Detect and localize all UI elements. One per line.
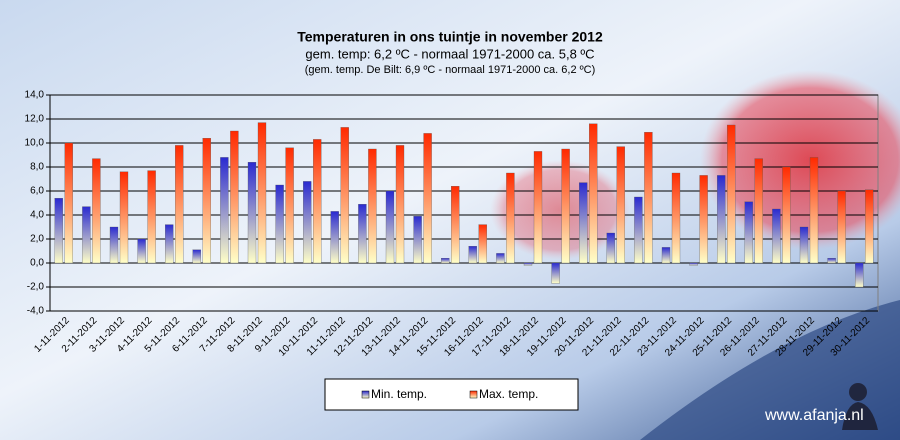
bar: [865, 189, 874, 264]
bar: [744, 201, 753, 264]
bar: [533, 151, 543, 264]
bar: [313, 139, 322, 264]
chart-subtitle: gem. temp: 6,2 ºC - normaal 1971-2000 ca…: [305, 46, 594, 61]
y-tick-label: 10,0: [25, 138, 45, 149]
bar: [855, 262, 864, 288]
bar: [799, 226, 809, 264]
bar: [147, 170, 156, 264]
bar: [589, 123, 598, 264]
bar: [616, 146, 625, 264]
bar: [754, 158, 763, 264]
bar: [119, 171, 129, 264]
bar: [478, 224, 487, 264]
bar: [82, 206, 91, 264]
bar: [192, 249, 201, 264]
logo: [849, 383, 867, 401]
legend-label: Min. temp.: [371, 387, 427, 401]
bar: [661, 247, 671, 264]
bar: [175, 145, 184, 264]
bar: [303, 181, 312, 264]
bar: [561, 148, 570, 264]
bar: [285, 147, 294, 264]
bar: [257, 122, 267, 264]
bar: [772, 208, 781, 264]
bar: [782, 166, 791, 264]
bar: [468, 246, 477, 264]
bar: [606, 232, 615, 264]
watermark: www.afanja.nl: [764, 407, 864, 424]
bar: [358, 204, 367, 264]
bar: [165, 224, 174, 264]
bar: [413, 216, 422, 264]
bar: [506, 172, 515, 264]
bar: [247, 162, 257, 264]
bar: [551, 262, 560, 284]
bar: [220, 157, 229, 264]
bar: [64, 142, 73, 264]
logo: [842, 402, 878, 430]
bar: [523, 262, 533, 266]
bar: [579, 182, 588, 264]
bar: [827, 258, 836, 264]
bar: [441, 258, 450, 264]
bar: [809, 157, 819, 264]
y-tick-label: 6,0: [30, 186, 44, 197]
bar: [671, 172, 681, 264]
bar: [92, 158, 101, 264]
bar: [451, 186, 460, 264]
bar: [368, 148, 377, 264]
y-tick-label: 2,0: [30, 234, 44, 245]
background-shape: [640, 300, 900, 440]
bar: [689, 262, 698, 266]
bar: [202, 138, 211, 264]
bar: [423, 133, 432, 264]
y-tick-label: 0,0: [30, 258, 44, 269]
bar: [837, 190, 846, 264]
chart-title: Temperaturen in ons tuintje in november …: [297, 29, 603, 45]
bar: [634, 196, 643, 264]
bar: [340, 127, 349, 264]
bar: [395, 145, 405, 264]
y-tick-label: 14,0: [25, 90, 45, 101]
chart-note: (gem. temp. De Bilt: 6,9 ºC - normaal 19…: [305, 64, 596, 76]
y-tick-label: -2,0: [27, 282, 45, 293]
bar: [717, 175, 726, 264]
bar: [330, 211, 339, 264]
bar: [644, 132, 653, 264]
legend-label: Max. temp.: [479, 387, 538, 401]
bar: [385, 190, 395, 264]
legend-swatch: [469, 390, 478, 399]
y-tick-label: 8,0: [30, 162, 44, 173]
y-tick-label: -4,0: [27, 306, 45, 317]
bar: [496, 253, 505, 264]
bar: [230, 130, 239, 264]
bar: [699, 175, 708, 264]
y-tick-label: 4,0: [30, 210, 44, 221]
bar: [109, 226, 119, 264]
bar: [137, 238, 146, 264]
legend-swatch: [361, 390, 370, 399]
bar: [727, 124, 736, 264]
bar: [54, 198, 63, 264]
bar: [275, 184, 284, 264]
y-tick-label: 12,0: [25, 114, 45, 125]
